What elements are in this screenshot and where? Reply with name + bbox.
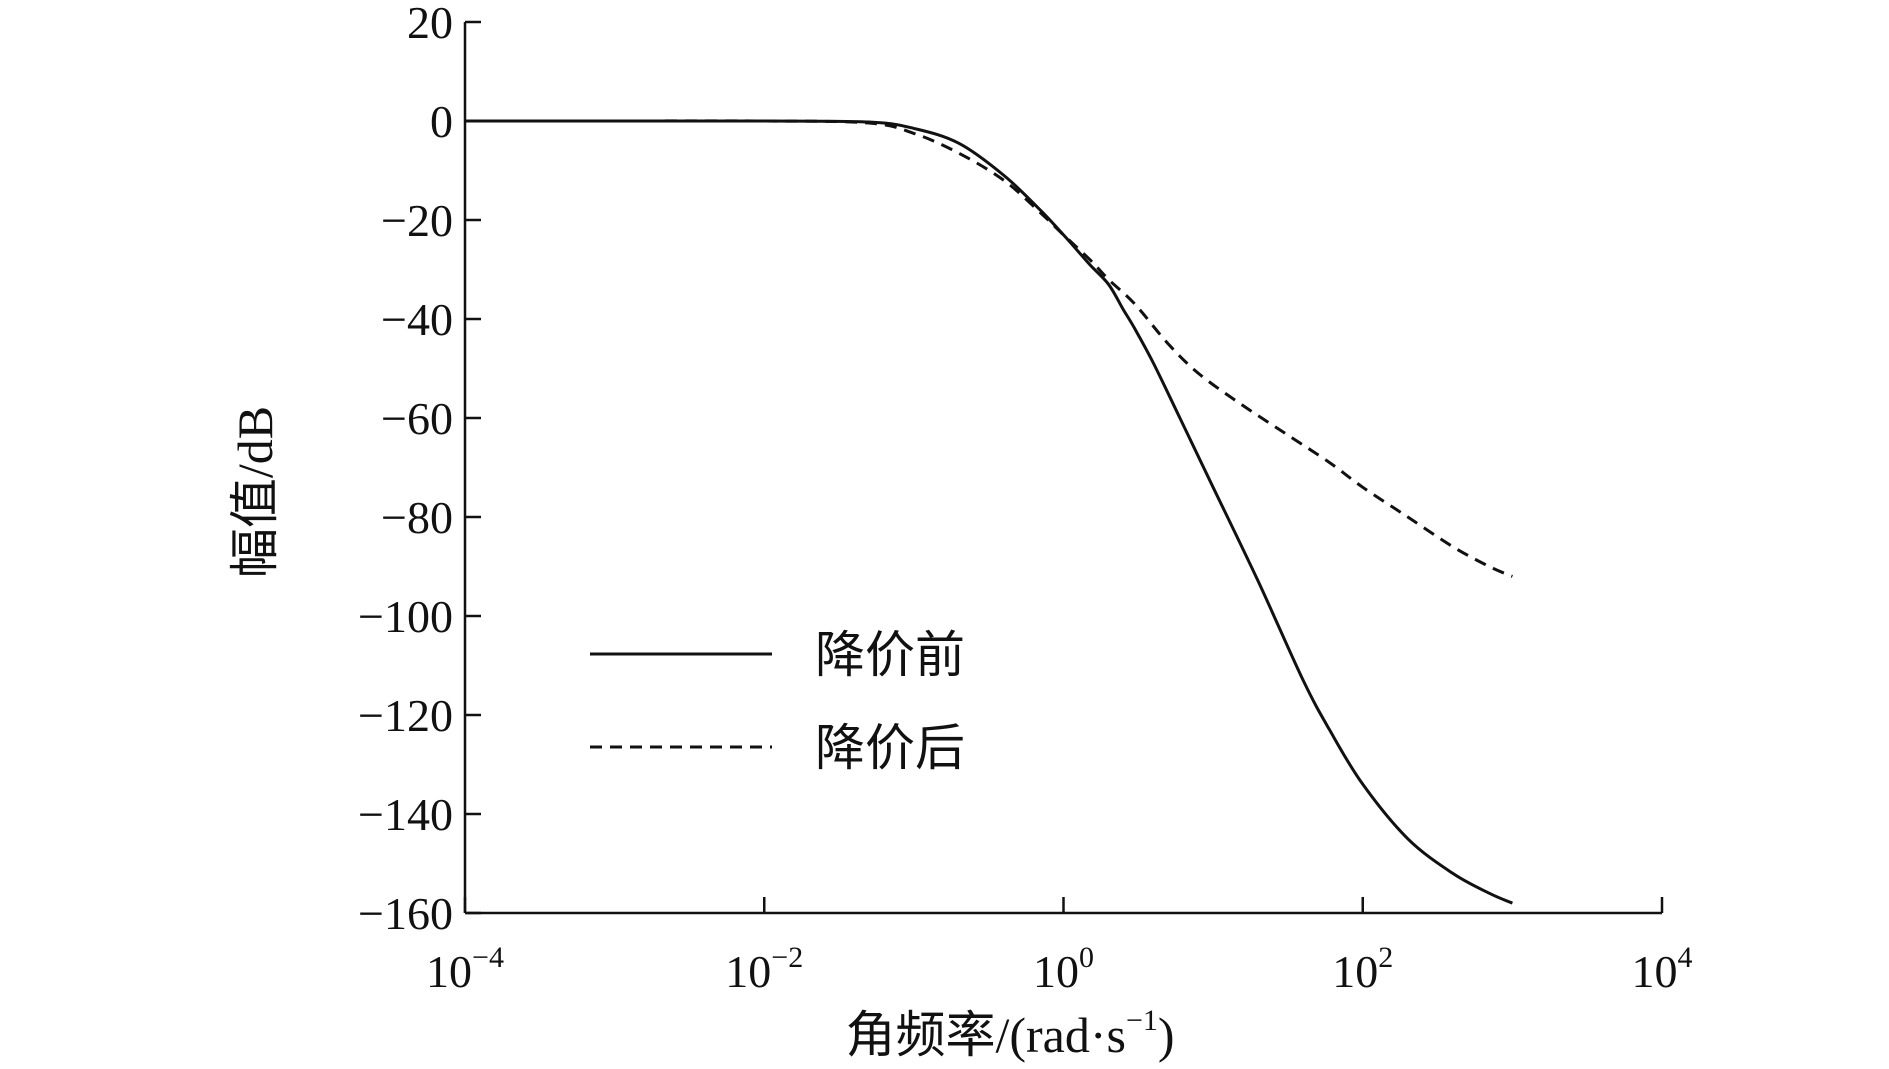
y-tick-label: 20 (407, 0, 453, 48)
x-tick-exponent: 0 (1079, 941, 1094, 974)
y-tick-label: −140 (358, 789, 453, 840)
y-tick-label: −120 (358, 690, 453, 741)
series-line-after-price-cut (465, 121, 1512, 577)
x-tick-label: 10−2 (725, 941, 803, 997)
legend: 降价前 降价后 (590, 627, 965, 776)
x-tick-exponent: −2 (771, 941, 803, 974)
y-tick-label: 0 (430, 96, 453, 147)
series-line-before-price-cut (465, 121, 1512, 903)
y-tick-label: −80 (381, 492, 453, 543)
x-axis-title-main: 角频率/(rad·s (845, 1007, 1126, 1063)
x-tick-exponent: 2 (1378, 941, 1393, 974)
y-tick-label: −40 (381, 294, 453, 345)
y-tick-label: −100 (358, 591, 453, 642)
x-tick-label: 104 (1632, 941, 1693, 997)
x-tick-label: 102 (1332, 941, 1393, 997)
series-group (465, 121, 1512, 903)
y-ticks: 20 0 −20 −40 −60 −80 −100 −120 −140 −160 (358, 0, 481, 939)
x-tick-base: 10 (1332, 946, 1378, 997)
x-axis-title-sup: −1 (1126, 1004, 1158, 1037)
x-tick-label: 100 (1033, 941, 1094, 997)
x-tick-exponent: 4 (1678, 941, 1693, 974)
x-tick-base: 10 (426, 946, 472, 997)
x-tick-exponent: −4 (472, 941, 504, 974)
legend-label-1: 降价后 (815, 720, 965, 776)
axes (465, 22, 1662, 913)
x-axis-title-end: ) (1158, 1007, 1175, 1063)
y-tick-label: −20 (381, 195, 453, 246)
y-tick-label: −60 (381, 393, 453, 444)
y-axis-title: 幅值/dB (227, 406, 283, 578)
x-tick-base: 10 (1033, 946, 1079, 997)
x-tick-base: 10 (1632, 946, 1678, 997)
x-tick-base: 10 (725, 946, 771, 997)
x-tick-label: 10−4 (426, 941, 504, 997)
x-axis-title: 角频率/(rad·s−1) (845, 1004, 1174, 1063)
legend-label-0: 降价前 (815, 627, 965, 683)
y-tick-label: −160 (358, 888, 453, 939)
